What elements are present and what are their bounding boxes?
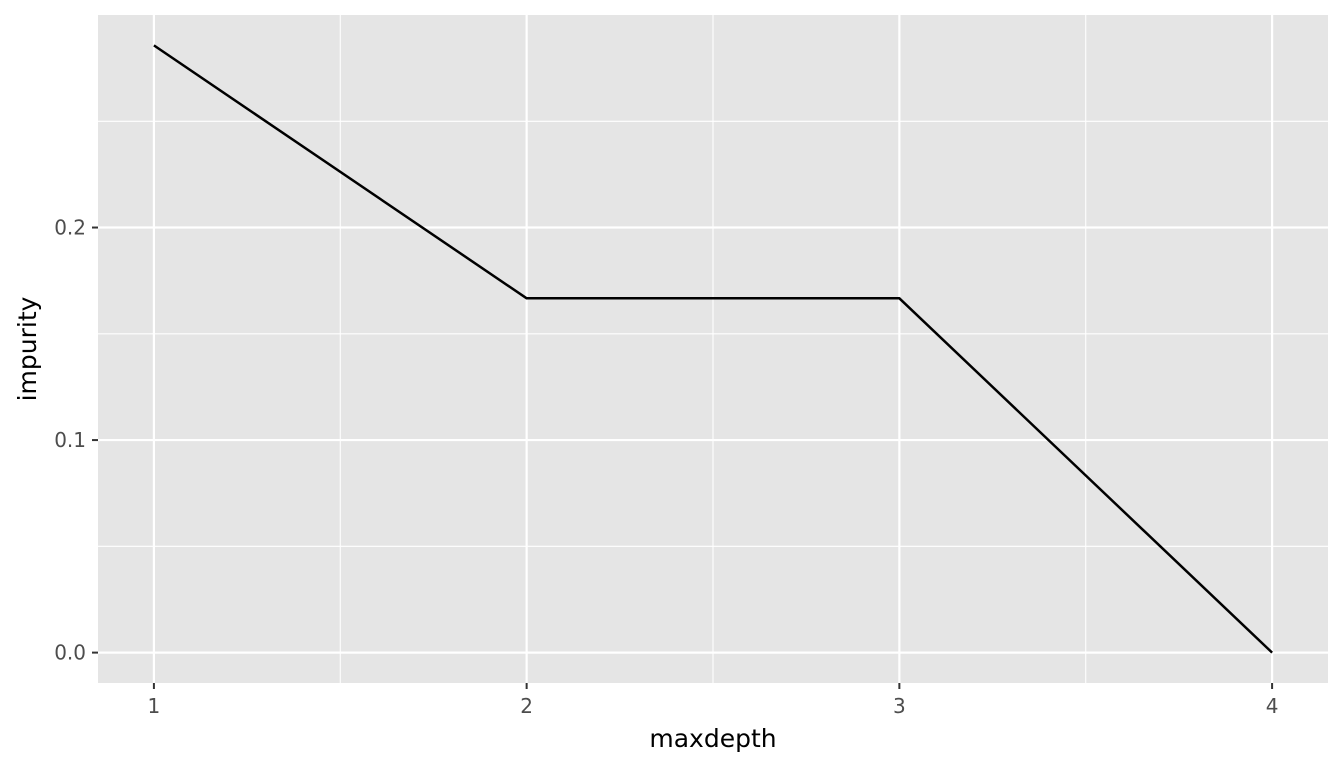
series-layer	[153, 44, 1273, 654]
minor-gridlines	[98, 15, 1328, 683]
major-gridlines	[98, 15, 1328, 683]
y-axis: 0.0 0.1 0.2	[54, 216, 98, 665]
y-tick-label: 0.0	[54, 641, 86, 665]
x-tick-label: 2	[520, 694, 533, 718]
y-tick-label: 0.1	[54, 428, 86, 452]
x-axis-title: maxdepth	[649, 724, 776, 753]
y-tick-label: 0.2	[54, 216, 86, 240]
x-tick-label: 3	[893, 694, 906, 718]
x-tick-label: 1	[148, 694, 161, 718]
x-axis: 1 2 3 4	[148, 683, 1279, 718]
y-axis-title: impurity	[13, 296, 42, 401]
x-tick-label: 4	[1266, 694, 1279, 718]
series-line-0	[153, 44, 1273, 654]
